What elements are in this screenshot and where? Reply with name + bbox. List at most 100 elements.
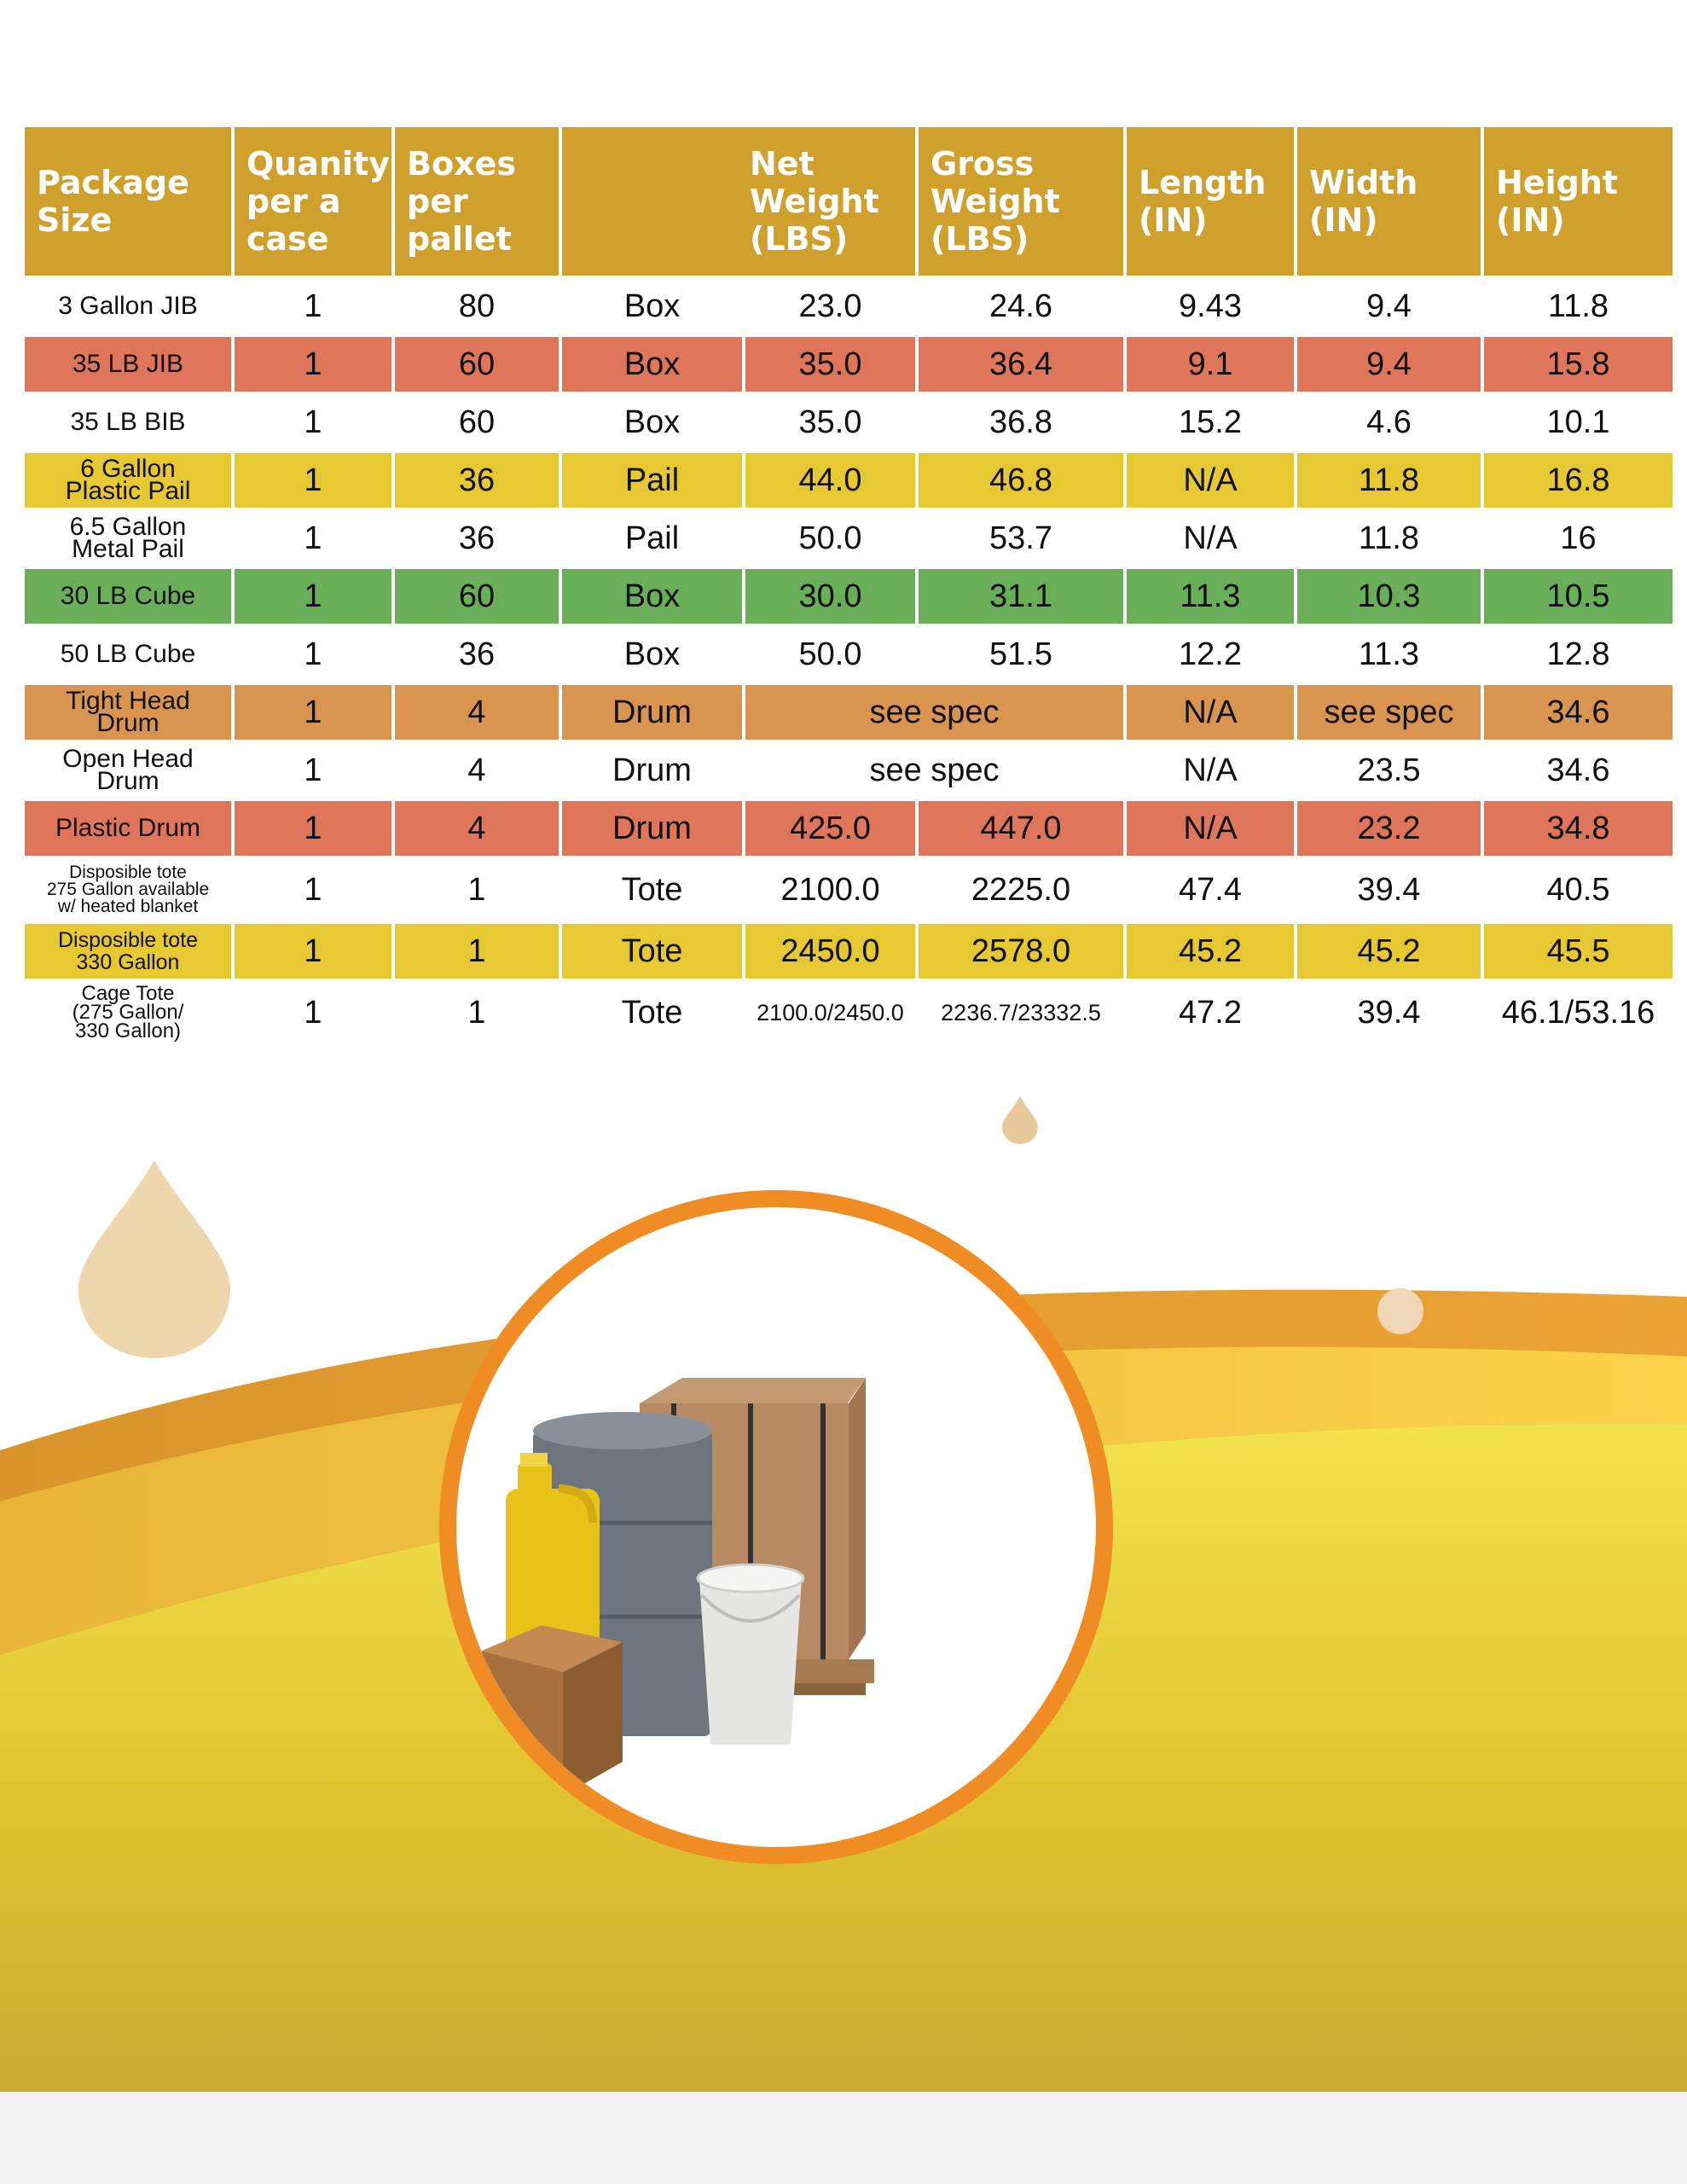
package-name: 35 LB JIB xyxy=(25,337,231,392)
quantity-cell: 1 xyxy=(304,288,322,324)
oil-jug xyxy=(506,1453,600,1651)
net-weight-cell: 44.0 xyxy=(745,453,915,508)
table-row: Disposible tote 275 Gallon available w/ … xyxy=(25,859,1673,921)
height-cell: 10.5 xyxy=(1484,569,1673,624)
length-cell: N/A xyxy=(1183,520,1238,556)
height-cell: 16 xyxy=(1560,520,1597,556)
length-cell: 47.4 xyxy=(1179,871,1242,908)
header-quantity-per-case: Quanity per a case xyxy=(235,127,391,276)
net-weight-cell: 35.0 xyxy=(798,404,862,440)
table-row: Cage Tote (275 Gallon/ 330 Gallon) 1 1 T… xyxy=(25,982,1673,1043)
header-width: Width (IN) xyxy=(1297,127,1481,276)
boxes-cell: 1 xyxy=(467,871,486,908)
gross-weight-cell: 2578.0 xyxy=(919,924,1123,979)
package-name: Open Head Drum xyxy=(62,745,194,795)
package-name: 50 LB Cube xyxy=(60,640,196,668)
type-cell: Box xyxy=(562,337,742,392)
type-cell: Pail xyxy=(562,453,742,508)
table-row: Open Head Drum 1 4 Drum see spec N/A 23.… xyxy=(25,743,1673,798)
type-cell: Pail xyxy=(624,520,680,556)
package-name: 3 Gallon JIB xyxy=(58,292,198,320)
type-cell: Box xyxy=(623,288,681,324)
type-cell: Drum xyxy=(562,801,742,856)
table-row: 35 LB BIB 1 60 Box 35.0 36.8 15.2 4.6 10… xyxy=(25,395,1673,450)
gross-weight-cell: 53.7 xyxy=(989,520,1052,556)
gross-weight-cell: 2225.0 xyxy=(971,871,1071,908)
quantity-cell: 1 xyxy=(304,404,322,440)
width-cell: 9.4 xyxy=(1297,337,1481,392)
gross-weight-cell: 24.6 xyxy=(989,288,1052,324)
package-name: Plastic Drum xyxy=(25,801,231,856)
boxes-cell: 4 xyxy=(395,685,559,740)
type-cell: Tote xyxy=(621,871,683,908)
header-gross-weight: Gross Weight (LBS) xyxy=(919,127,1123,276)
boxes-cell: 36 xyxy=(458,520,496,556)
table-row: Plastic Drum 1 4 Drum 425.0 447.0 N/A 23… xyxy=(25,801,1673,856)
width-cell: 11.3 xyxy=(1358,636,1420,672)
width-cell: 23.2 xyxy=(1297,801,1481,856)
length-cell: N/A xyxy=(1183,752,1238,788)
width-cell: 45.2 xyxy=(1297,924,1481,979)
background-wave xyxy=(0,1289,1687,2092)
package-name: 6.5 Gallon Metal Pail xyxy=(69,513,187,563)
type-cell: Box xyxy=(623,636,681,672)
small-drop-decoration xyxy=(1002,1096,1038,1144)
boxes-cell: 36 xyxy=(395,453,559,508)
quantity-cell: 1 xyxy=(304,871,322,908)
height-cell: 46.1/53.16 xyxy=(1501,994,1655,1031)
table-row: 30 LB Cube 1 60 Box 30.0 31.1 11.3 10.3 … xyxy=(25,569,1673,624)
header-height: Height (IN) xyxy=(1484,127,1673,276)
table-row: 50 LB Cube 1 36 Box 50.0 51.5 12.2 11.3 … xyxy=(25,627,1673,682)
quantity-cell: 1 xyxy=(235,685,391,740)
quantity-cell: 1 xyxy=(235,924,391,979)
table-header-row: Package Size Quanity per a case Boxes pe… xyxy=(25,127,1673,276)
weight-merged-cell: see spec xyxy=(869,752,1000,788)
boxes-cell: 60 xyxy=(395,569,559,624)
quantity-cell: 1 xyxy=(235,453,391,508)
quantity-cell: 1 xyxy=(304,994,322,1031)
boxes-cell: 4 xyxy=(467,752,486,788)
height-cell: 11.8 xyxy=(1547,288,1609,324)
bubble-decoration xyxy=(1377,1288,1423,1334)
width-cell: 39.4 xyxy=(1357,871,1421,908)
net-weight-cell: 35.0 xyxy=(745,337,915,392)
type-cell: Tote xyxy=(562,924,742,979)
weight-merged-cell: see spec xyxy=(745,685,1123,740)
quantity-cell: 1 xyxy=(235,569,391,624)
quantity-cell: 1 xyxy=(304,752,322,788)
height-cell: 34.8 xyxy=(1484,801,1673,856)
height-cell: 45.5 xyxy=(1484,924,1673,979)
oil-drop-decoration xyxy=(78,1160,230,1358)
quantity-cell: 1 xyxy=(235,337,391,392)
length-cell: 47.2 xyxy=(1179,994,1242,1031)
width-cell: 23.5 xyxy=(1357,752,1421,788)
header-boxes-per-pallet: Boxes per pallet xyxy=(395,127,559,276)
type-cell: Tote xyxy=(621,994,683,1031)
packaging-spec-table: Package Size Quanity per a case Boxes pe… xyxy=(21,124,1676,1047)
gross-weight-cell: 46.8 xyxy=(919,453,1123,508)
length-cell: 45.2 xyxy=(1127,924,1294,979)
height-cell: 10.1 xyxy=(1546,404,1610,440)
boxes-cell: 80 xyxy=(458,288,496,324)
net-weight-cell: 2100.0 xyxy=(780,871,880,908)
length-cell: N/A xyxy=(1127,801,1294,856)
length-cell: 9.1 xyxy=(1127,337,1294,392)
width-cell: 11.8 xyxy=(1358,520,1420,556)
net-weight-cell: 425.0 xyxy=(745,801,915,856)
net-weight-cell: 2450.0 xyxy=(745,924,915,979)
white-pail xyxy=(696,1563,805,1745)
width-cell: 11.8 xyxy=(1297,453,1481,508)
header-length: Length (IN) xyxy=(1127,127,1294,276)
header-net-weight: Net Weight (LBS) xyxy=(562,127,915,276)
length-cell: N/A xyxy=(1127,453,1294,508)
quantity-cell: 1 xyxy=(304,636,322,672)
table-row: 6 Gallon Plastic Pail 1 36 Pail 44.0 46.… xyxy=(25,453,1673,508)
height-cell: 15.8 xyxy=(1484,337,1673,392)
package-name: 35 LB BIB xyxy=(70,408,186,436)
boxes-cell: 4 xyxy=(395,801,559,856)
width-cell: see spec xyxy=(1297,685,1481,740)
net-weight-cell: 50.0 xyxy=(798,520,862,556)
package-name: Cage Tote (275 Gallon/ 330 Gallon) xyxy=(72,982,184,1043)
gross-weight-cell: 36.8 xyxy=(989,404,1052,440)
width-cell: 4.6 xyxy=(1366,404,1412,440)
